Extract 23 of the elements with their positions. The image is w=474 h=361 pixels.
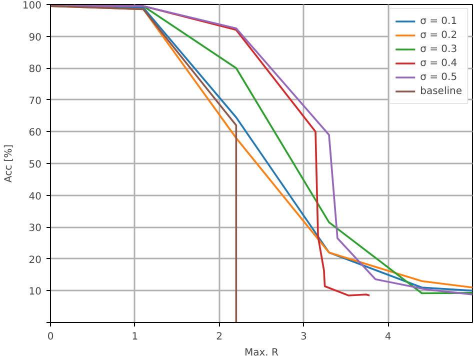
legend-label: σ = 0.3 [420,42,458,56]
y-tick-label: 20 [28,254,42,266]
y-axis-title: Acc [%] [3,144,14,183]
x-tick-label: 2 [216,332,222,342]
x-tick-label: 4 [384,332,392,342]
y-tick-label: 60 [28,128,42,139]
legend-label: σ = 0.2 [420,28,458,42]
x-tick-label: 1 [132,332,138,342]
x-tick-label: 3 [300,332,307,342]
legend-label: σ = 0.5 [420,70,458,84]
legend-label: σ = 0.1 [420,14,458,28]
y-tick-label: 90 [28,32,42,44]
y-tick-label: 30 [28,223,42,234]
legend-label: baseline [420,84,462,98]
legend-label: σ = 0.4 [420,56,458,70]
y-tick-label: 70 [28,96,42,107]
y-tick-label: 100 [22,0,42,12]
y-tick-label: 40 [28,191,42,202]
y-tick-label: 50 [28,160,42,170]
y-tick-label: 10 [28,286,42,298]
x-axis-title: Max. R [244,348,279,358]
y-tick-label: 80 [28,64,42,76]
x-tick-label: 0 [47,332,54,342]
